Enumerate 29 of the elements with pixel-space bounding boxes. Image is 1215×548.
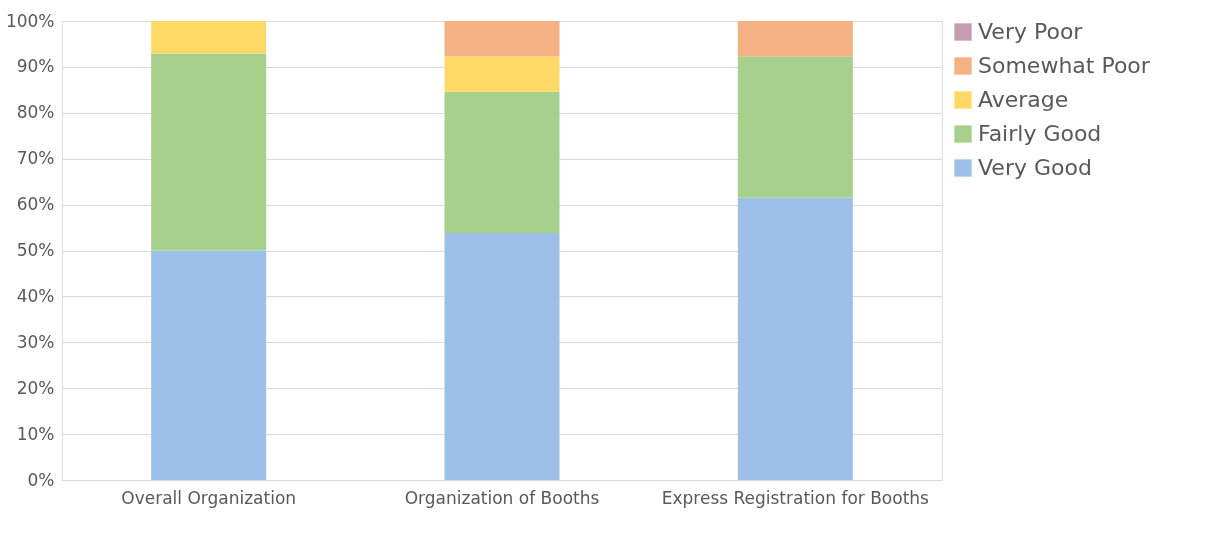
bar bbox=[151, 53, 267, 251]
bar bbox=[444, 91, 560, 234]
bar bbox=[151, 250, 267, 480]
y-tick-label: 20% bbox=[16, 377, 55, 398]
y-tick-label: 70% bbox=[16, 148, 55, 169]
legend-label: Average bbox=[978, 87, 1069, 112]
y-tick-label: 100% bbox=[5, 10, 55, 31]
y-tick-label: 50% bbox=[16, 240, 55, 260]
y-tick-label: 80% bbox=[16, 102, 55, 123]
legend-label: Very Poor bbox=[978, 19, 1084, 44]
y-tick-label: 0% bbox=[27, 469, 55, 490]
y-tick-label: 60% bbox=[16, 194, 55, 215]
legend-label: Very Good bbox=[978, 155, 1092, 180]
y-tick-label: 90% bbox=[16, 56, 55, 77]
bar bbox=[737, 21, 853, 57]
x-tick-label: Overall Organization bbox=[121, 487, 297, 508]
bar bbox=[444, 233, 560, 480]
legend-label: Fairly Good bbox=[978, 121, 1102, 146]
x-tick-label: Organization of Booths bbox=[404, 487, 600, 508]
legend-label: Somewhat Poor bbox=[978, 53, 1151, 78]
bar bbox=[151, 21, 267, 54]
bar bbox=[737, 56, 853, 198]
y-tick-label: 10% bbox=[16, 423, 55, 444]
bar bbox=[444, 21, 560, 57]
bar bbox=[444, 56, 560, 92]
bar bbox=[737, 197, 853, 480]
y-tick-label: 40% bbox=[16, 285, 55, 306]
y-tick-label: 30% bbox=[16, 331, 55, 352]
x-tick-label: Express Registration for Booths bbox=[661, 487, 930, 508]
